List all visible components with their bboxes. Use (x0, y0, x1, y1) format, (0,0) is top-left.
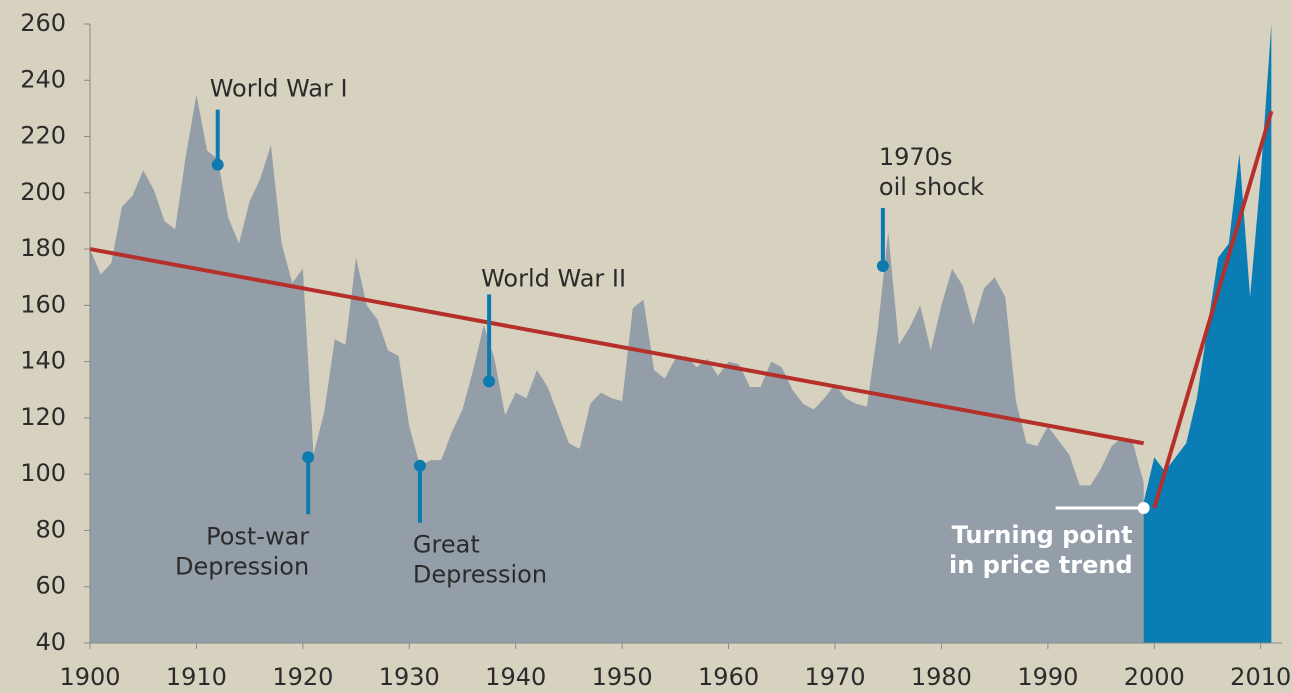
x-tick-label: 1950 (592, 663, 653, 691)
annotation-label: Depression (413, 561, 547, 589)
x-tick-label: 2000 (1124, 663, 1185, 691)
annotation-marker (211, 158, 224, 171)
y-tick-label: 160 (20, 290, 66, 318)
x-tick-label: 1990 (1017, 663, 1078, 691)
y-tick-label: 260 (20, 9, 66, 37)
y-tick-label: 240 (20, 65, 66, 93)
x-tick-label: 1920 (272, 663, 333, 691)
annotation-marker (876, 259, 889, 272)
y-tick-label: 180 (20, 234, 66, 262)
x-tick-label: 1970 (804, 663, 865, 691)
y-tick-label: 120 (20, 403, 66, 431)
y-tick-label: 40 (35, 628, 66, 656)
annotation-label: Post-war (206, 522, 309, 550)
trend-line (89, 247, 1145, 446)
annotation-marker (302, 451, 315, 464)
annotation-marker (1137, 501, 1150, 514)
x-tick-label: 1910 (166, 663, 227, 691)
annotation-marker (483, 375, 496, 388)
y-tick-label: 200 (20, 178, 66, 206)
annotation-label: oil shock (879, 173, 984, 201)
x-tick-label: 2010 (1230, 663, 1291, 691)
annotation-label: Turning point (952, 521, 1133, 549)
annotation-marker (413, 459, 426, 472)
y-tick-label: 100 (20, 459, 66, 487)
annotation-label: World War II (481, 264, 626, 292)
y-tick-label: 60 (35, 572, 66, 600)
y-tick-label: 220 (20, 122, 66, 150)
x-tick-label: 1980 (911, 663, 972, 691)
area (90, 94, 1144, 643)
annotation-label: Great (413, 531, 480, 559)
x-tick-label: 1930 (379, 663, 440, 691)
annotation-label: World War I (210, 75, 348, 103)
x-tick-label: 1900 (59, 663, 120, 691)
x-tick-label: 1960 (698, 663, 759, 691)
annotation-label: in price trend (949, 551, 1133, 579)
y-tick-label: 140 (20, 347, 66, 375)
trend-line (1152, 110, 1274, 509)
y-tick-label: 80 (35, 515, 66, 543)
annotation-label: Depression (175, 552, 309, 580)
x-tick-label: 1940 (485, 663, 546, 691)
annotation-label: 1970s (879, 143, 953, 171)
